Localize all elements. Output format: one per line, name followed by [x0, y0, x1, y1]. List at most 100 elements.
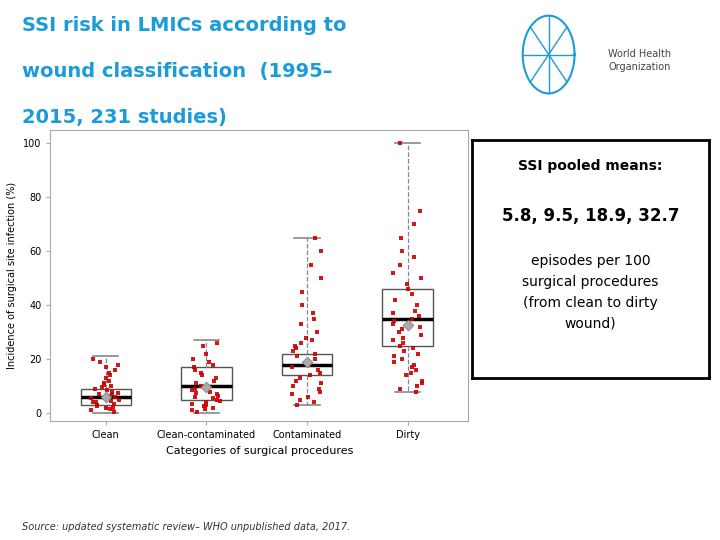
- Text: World Health
Organization: World Health Organization: [608, 49, 672, 72]
- Point: [408, 220, 419, 228]
- Point: [302, 360, 313, 369]
- Point: [305, 371, 316, 380]
- Point: [413, 312, 425, 320]
- Point: [94, 357, 106, 366]
- Point: [189, 384, 201, 393]
- Point: [295, 339, 307, 347]
- Point: [311, 328, 323, 336]
- Point: [287, 382, 299, 390]
- Point: [310, 233, 321, 242]
- Point: [296, 287, 307, 296]
- Point: [412, 382, 423, 390]
- Point: [94, 390, 105, 399]
- Point: [190, 379, 202, 388]
- Text: episodes per 100
surgical procedures
(from clean to dirty
wound): episodes per 100 surgical procedures (fr…: [522, 254, 659, 330]
- Point: [415, 330, 427, 339]
- Text: SSI pooled means:: SSI pooled means:: [518, 159, 662, 173]
- Point: [410, 387, 422, 396]
- Point: [395, 233, 407, 242]
- Point: [301, 358, 312, 367]
- Point: [198, 402, 210, 411]
- Point: [102, 386, 113, 394]
- Point: [104, 405, 115, 414]
- Point: [105, 382, 117, 390]
- Point: [207, 360, 219, 369]
- PathPatch shape: [382, 289, 433, 346]
- Point: [396, 355, 408, 363]
- Point: [394, 139, 405, 147]
- Text: Source: updated systematic review– WHO unpublished data, 2017.: Source: updated systematic review– WHO u…: [22, 522, 350, 532]
- Point: [315, 274, 327, 282]
- Point: [290, 344, 302, 353]
- Text: SSI risk in LMICs according to: SSI risk in LMICs according to: [22, 16, 346, 35]
- Point: [315, 247, 326, 255]
- Point: [196, 371, 207, 380]
- Point: [295, 320, 307, 328]
- Point: [108, 400, 120, 408]
- Point: [186, 386, 198, 394]
- Point: [210, 374, 222, 382]
- Point: [387, 268, 398, 277]
- Point: [207, 403, 219, 412]
- Point: [212, 391, 224, 400]
- Point: [307, 336, 318, 345]
- Point: [406, 363, 418, 372]
- Point: [410, 366, 422, 374]
- Point: [188, 363, 199, 372]
- Point: [394, 384, 405, 393]
- Point: [407, 290, 418, 299]
- Point: [212, 390, 223, 399]
- Point: [398, 347, 410, 355]
- Point: [199, 405, 211, 414]
- Point: [89, 384, 101, 393]
- Point: [112, 360, 124, 369]
- Point: [305, 260, 317, 269]
- Text: 2015, 231 studies): 2015, 231 studies): [22, 108, 227, 127]
- Point: [291, 352, 302, 361]
- Point: [86, 406, 97, 415]
- Point: [186, 400, 197, 408]
- Point: [191, 389, 202, 397]
- Text: wound classification  (1995–: wound classification (1995–: [22, 62, 332, 81]
- Point: [198, 341, 210, 350]
- Point: [416, 379, 428, 388]
- Point: [315, 368, 326, 377]
- Point: [302, 393, 314, 401]
- Point: [289, 341, 301, 350]
- Point: [208, 376, 220, 385]
- Point: [309, 349, 320, 358]
- Point: [301, 357, 312, 366]
- Point: [408, 344, 419, 353]
- Point: [201, 383, 212, 392]
- Point: [186, 406, 197, 415]
- Point: [98, 379, 109, 388]
- PathPatch shape: [282, 354, 332, 375]
- X-axis label: Categories of surgical procedures: Categories of surgical procedures: [166, 446, 353, 456]
- Point: [200, 401, 212, 409]
- Point: [104, 376, 115, 385]
- Point: [101, 363, 112, 372]
- Point: [103, 368, 114, 377]
- Point: [397, 333, 409, 342]
- Point: [200, 398, 212, 407]
- Point: [393, 328, 405, 336]
- Point: [314, 387, 325, 396]
- Point: [315, 379, 327, 388]
- Point: [195, 382, 207, 390]
- Point: [107, 387, 118, 396]
- Point: [415, 274, 427, 282]
- Point: [416, 376, 428, 385]
- Point: [104, 371, 116, 380]
- Point: [91, 402, 103, 411]
- Point: [308, 314, 320, 323]
- Point: [397, 339, 409, 347]
- Point: [104, 391, 115, 400]
- Point: [204, 387, 216, 396]
- Point: [294, 374, 306, 382]
- Point: [109, 366, 121, 374]
- Point: [400, 371, 412, 380]
- Point: [100, 374, 112, 382]
- Point: [85, 394, 96, 403]
- Point: [211, 339, 222, 347]
- Point: [100, 403, 112, 412]
